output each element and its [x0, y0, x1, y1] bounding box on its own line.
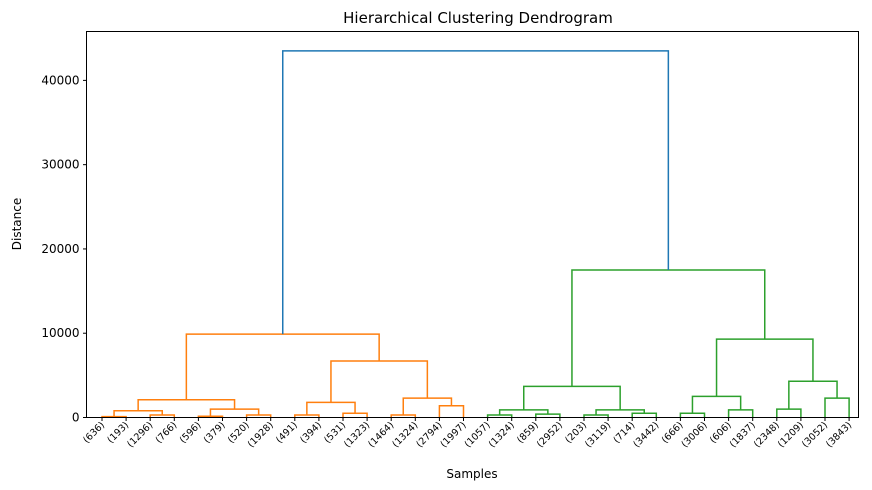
chart-title: Hierarchical Clustering Dendrogram: [343, 9, 613, 27]
y-tick-label: 0: [72, 411, 80, 425]
y-tick-label: 20000: [41, 242, 79, 256]
dendrogram-link: [595, 409, 645, 415]
dendrogram-link: [245, 414, 272, 418]
dendrogram-link: [149, 414, 176, 418]
plot-frame: [86, 31, 859, 418]
x-tick-label: (379): [202, 420, 228, 446]
x-tick-label: (636): [81, 420, 107, 446]
dendrogram-link: [776, 408, 802, 418]
x-tick-label: (2952): [535, 420, 565, 450]
dendrogram-link: [523, 385, 621, 410]
dendrogram-link: [113, 410, 163, 417]
dendrogram-link: [498, 409, 549, 415]
dendrogram-links: [101, 50, 850, 418]
dendrogram-link: [197, 415, 224, 418]
x-tick-label: (1837): [728, 420, 758, 450]
x-tick-label: (1997): [439, 420, 469, 450]
dendrogram-link: [330, 360, 429, 403]
dendrogram-link: [727, 409, 754, 418]
dendrogram-link: [486, 414, 513, 418]
dendrogram-link: [390, 414, 417, 418]
y-tick-label: 40000: [41, 73, 79, 87]
y-axis-label: Distance: [10, 198, 24, 250]
x-tick-label: (1323): [342, 420, 372, 450]
y-tick-label: 30000: [41, 158, 79, 172]
dendrogram-link: [342, 412, 368, 418]
x-tick-label: (3442): [631, 420, 661, 450]
dendrogram-link: [282, 50, 670, 335]
dendrogram-link: [691, 395, 742, 414]
x-tick-label: (1209): [776, 420, 806, 450]
dendrogram-link: [715, 338, 814, 397]
dendrogram-link: [535, 413, 561, 418]
x-tick-label: (3119): [583, 420, 613, 450]
dendrogram-link: [306, 401, 356, 415]
x-tick-label: (2348): [752, 420, 782, 450]
dendrogram-link: [679, 412, 706, 418]
x-tick-label: (596): [178, 420, 204, 446]
x-tick-label: (3006): [680, 420, 710, 450]
dendrogram-link: [571, 269, 766, 387]
x-tick-label: (394): [298, 420, 324, 446]
dendrogram-link: [438, 404, 465, 418]
x-tick-label: (491): [274, 420, 300, 446]
x-tick-label: (3843): [824, 420, 854, 450]
x-tick-label: (1057): [463, 420, 493, 450]
dendrogram-link: [294, 414, 320, 418]
x-tick-label: (3052): [800, 420, 830, 450]
x-tick-label: (1464): [366, 420, 396, 450]
dendrogram-link: [788, 380, 838, 410]
y-axis: 0 10000 20000 30000 40000: [41, 73, 87, 425]
x-axis-label: Samples: [446, 467, 497, 481]
x-tick-label: (2794): [414, 420, 444, 450]
x-tick-label: (766): [154, 420, 180, 446]
x-tick-label: (1928): [246, 420, 276, 450]
x-tick-label: (1324): [487, 420, 517, 450]
dendrogram-link: [824, 397, 850, 418]
dendrogram-link: [631, 412, 658, 418]
y-tick-label: 10000: [41, 326, 79, 340]
dendrogram-link: [583, 414, 609, 418]
x-tick-label: (1296): [125, 420, 155, 450]
x-axis: (636)(193)(1296)(766)(596)(379)(520)(192…: [81, 417, 854, 450]
dendrogram-link: [185, 333, 380, 400]
dendrogram-link: [402, 397, 453, 415]
x-tick-label: (1324): [390, 420, 420, 450]
